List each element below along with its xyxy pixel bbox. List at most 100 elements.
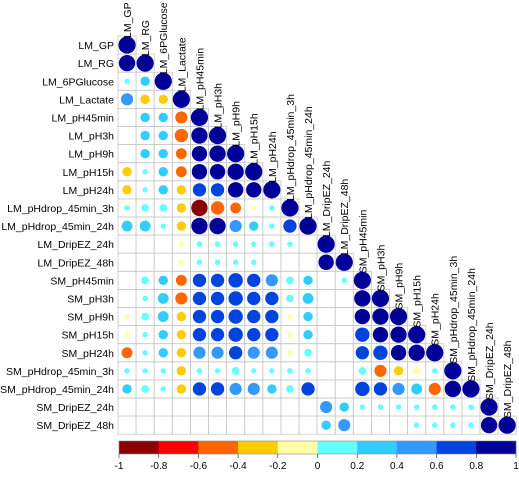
correlation-circle: [122, 185, 132, 195]
correlation-circle: [373, 382, 388, 396]
grid-layer: [117, 35, 517, 435]
correlation-circle: [140, 148, 150, 159]
colorbar-segment: [436, 441, 477, 454]
row-label: LM_DripEZ_48h: [38, 257, 115, 269]
grid-cell: [334, 343, 354, 363]
correlation-circle: [395, 404, 402, 410]
row-label: LM_6PGlucose: [42, 76, 114, 88]
correlation-circle: [142, 187, 148, 193]
grid-cell: [189, 397, 209, 417]
grid-cell: [280, 252, 300, 272]
correlation-circle: [303, 329, 313, 340]
correlation-circle: [265, 346, 278, 359]
grid-cell: [117, 144, 137, 164]
colorbar-tick-label: -1: [115, 461, 124, 472]
diagonal-label: LM_pHdrop_45min_24h: [303, 106, 315, 219]
correlation-circle: [428, 382, 441, 396]
grid-cell: [153, 415, 173, 435]
correlation-circle: [157, 311, 169, 322]
correlation-circle: [196, 241, 203, 247]
correlation-circle: [390, 326, 407, 343]
correlation-circle: [175, 148, 187, 160]
correlation-circle: [413, 404, 420, 410]
correlation-circle: [411, 383, 423, 395]
correlation-circle: [287, 313, 293, 320]
diagonal-label: LM_GP: [122, 2, 134, 38]
label-layer: LM_GP LM_GP LM_RG LM_RG LM_6PGlucose LM_6PGlu…: [0, 2, 514, 432]
grid-cell: [171, 415, 191, 435]
grid-cell: [316, 325, 336, 345]
correlation-circle: [265, 309, 279, 324]
grid-cell: [298, 415, 318, 435]
colorbar-tick-label: 0.4: [390, 461, 404, 472]
grid-cell: [334, 379, 354, 399]
correlation-circle: [359, 404, 366, 410]
colorbar-segment: [119, 441, 159, 454]
correlation-circle: [158, 94, 168, 105]
correlation-circle: [160, 223, 166, 229]
grid-cell: [244, 415, 264, 435]
correlation-circle: [122, 167, 132, 177]
correlation-circle: [480, 398, 498, 416]
correlation-circle: [158, 130, 168, 141]
correlation-circle: [269, 223, 275, 229]
correlation-circle: [299, 217, 317, 235]
correlation-circle: [269, 205, 275, 211]
row-label: LM_pH45min: [52, 112, 115, 124]
correlation-circle: [210, 201, 225, 215]
row-label: LM_pHdrop_45min_24h: [1, 221, 114, 233]
correlation-circle: [158, 348, 168, 358]
correlation-circle: [408, 326, 426, 344]
diagonal-label: LM_pHdrop_45min_3h: [285, 94, 297, 201]
row-label: LM_RG: [78, 58, 114, 70]
correlation-circle: [412, 367, 421, 375]
correlation-circle: [142, 350, 148, 356]
correlation-circle: [287, 331, 293, 338]
correlation-circle: [339, 402, 349, 412]
row-label: LM_Lactate: [59, 94, 114, 106]
correlation-circle: [265, 291, 279, 306]
grid-cell: [316, 379, 336, 399]
correlation-circle: [305, 368, 311, 374]
grid-cell: [316, 343, 336, 363]
colorbar-segment: [317, 441, 358, 454]
correlation-circle: [287, 350, 293, 356]
correlation-circle: [232, 259, 239, 265]
colorbar-segment: [396, 441, 437, 454]
grid-cell: [135, 252, 155, 272]
diagonal-label: LM_pH45min: [194, 48, 206, 111]
correlation-circle: [121, 347, 133, 359]
correlation-circle: [303, 275, 313, 286]
correlation-circle: [358, 367, 367, 375]
correlation-circle: [355, 381, 370, 397]
correlation-circle: [175, 292, 188, 305]
correlation-circle: [214, 259, 221, 265]
correlation-circle: [228, 309, 243, 324]
grid-cell: [298, 397, 318, 417]
correlation-circle: [139, 220, 151, 232]
correlation-circle: [121, 220, 133, 232]
correlation-circle: [191, 164, 208, 180]
correlation-circle: [120, 93, 134, 106]
correlation-circle: [281, 199, 299, 217]
correlation-circle: [192, 183, 207, 197]
row-label: LM_pH9h: [68, 149, 114, 161]
colorbar-tick-label: -0.8: [150, 461, 168, 472]
grid-cell: [117, 126, 137, 146]
correlation-circle: [192, 382, 207, 396]
correlation-circle: [210, 327, 225, 342]
correlation-circle: [141, 276, 149, 285]
row-label: SM_pH45min: [50, 275, 114, 287]
correlation-circle: [468, 422, 474, 428]
correlation-circle: [377, 404, 384, 410]
colorbar-tick-label: -0.4: [229, 461, 247, 472]
grid-cell: [334, 361, 354, 381]
correlation-circle: [154, 72, 172, 90]
correlation-circle: [444, 380, 462, 398]
correlation-circle: [191, 217, 208, 235]
correlation-circle: [158, 148, 168, 159]
grid-cell: [316, 288, 336, 308]
grid-cell: [334, 307, 354, 327]
colorbar-segment: [158, 441, 199, 454]
diagonal-label: SM_pH3h: [375, 245, 387, 292]
